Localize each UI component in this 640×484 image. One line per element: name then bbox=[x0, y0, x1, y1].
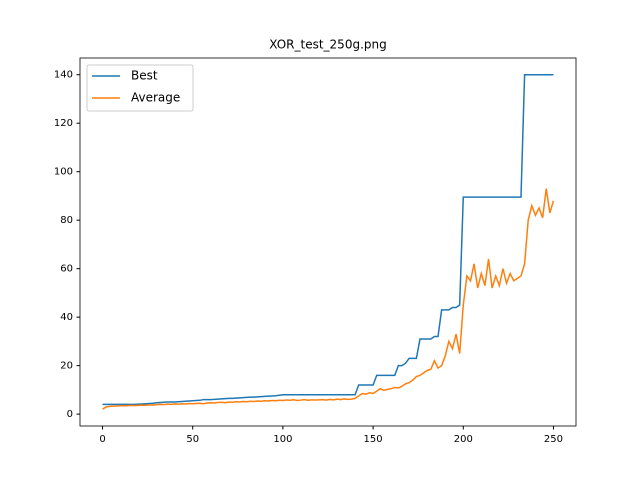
y-tick-label: 40 bbox=[60, 312, 73, 323]
chart-title: XOR_test_250g.png bbox=[269, 38, 386, 52]
x-tick-label: 150 bbox=[364, 434, 383, 445]
y-tick-label: 80 bbox=[60, 215, 73, 226]
y-tick-label: 60 bbox=[60, 264, 73, 275]
y-tick-label: 100 bbox=[54, 167, 73, 178]
x-tick-label: 50 bbox=[186, 434, 199, 445]
y-tick-label: 0 bbox=[67, 409, 73, 420]
y-tick-label: 120 bbox=[54, 118, 73, 129]
series-line bbox=[102, 188, 555, 410]
series-line bbox=[102, 73, 554, 406]
y-tick-label: 140 bbox=[54, 70, 73, 81]
legend-label: Average bbox=[131, 91, 180, 105]
x-tick-label: 250 bbox=[544, 434, 563, 445]
plot-frame bbox=[79, 57, 577, 427]
legend-label: Best bbox=[131, 69, 158, 83]
x-tick-label: 100 bbox=[273, 434, 292, 445]
x-tick-label: 200 bbox=[454, 434, 473, 445]
x-tick-label: 0 bbox=[99, 434, 105, 445]
y-tick-label: 20 bbox=[60, 361, 73, 372]
